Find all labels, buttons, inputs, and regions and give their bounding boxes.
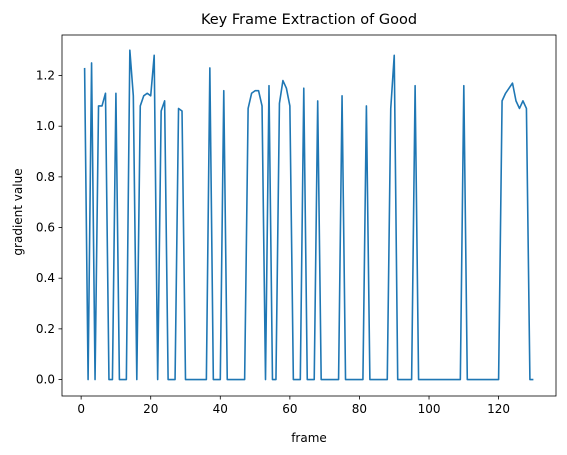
x-tick-label: 80: [352, 402, 367, 416]
plot-area: [61, 34, 557, 397]
series-line-0: [83, 49, 534, 381]
y-tick-label: 1.0: [36, 119, 55, 133]
x-tick-label: 60: [282, 402, 297, 416]
y-tick-label: 0.6: [36, 221, 55, 235]
y-axis-ticks: 0.0 0.2 0.4 0.6 0.8 1.0 1.2: [36, 69, 62, 387]
y-tick-label: 0.0: [36, 373, 55, 387]
y-tick-label: 0.4: [36, 271, 55, 285]
x-tick-label: 100: [418, 402, 441, 416]
x-tick-label: 120: [487, 402, 510, 416]
x-axis-label: frame: [291, 431, 327, 445]
x-tick-label: 20: [143, 402, 158, 416]
y-axis-label: gradient value: [11, 168, 25, 255]
x-axis-ticks: 0 20 40 60 80 100 120: [77, 396, 510, 416]
axes-frame: [61, 34, 557, 397]
y-tick-label: 0.2: [36, 322, 55, 336]
y-tick-label: 0.8: [36, 170, 55, 184]
x-tick-label: 0: [77, 402, 85, 416]
chart-title: Key Frame Extraction of Good: [201, 12, 417, 28]
y-tick-label: 1.2: [36, 69, 55, 83]
x-tick-label: 40: [213, 402, 228, 416]
